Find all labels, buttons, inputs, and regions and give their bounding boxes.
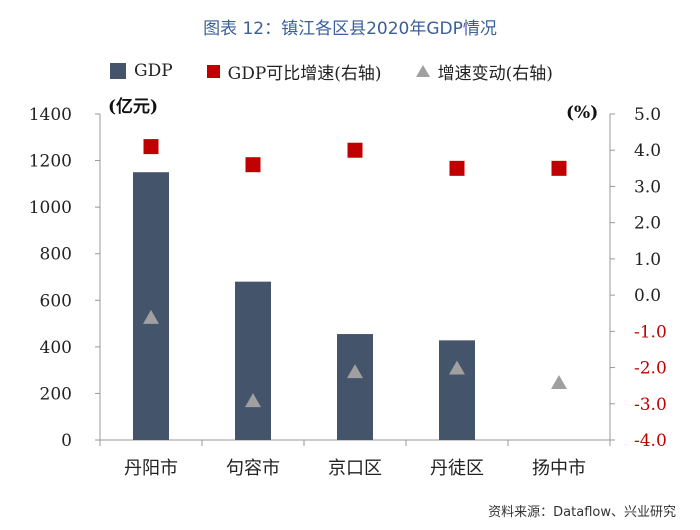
right-tick-label: 0.0 <box>634 286 661 306</box>
gdp-bar <box>337 334 373 440</box>
legend-change: 增速变动(右轴) <box>415 59 553 84</box>
gdp-bar <box>439 340 475 440</box>
change-marker <box>347 364 363 379</box>
source-note: 资料来源：Dataflow、兴业研究 <box>488 505 676 520</box>
right-tick-label: -4.0 <box>634 431 667 451</box>
left-tick-label: 1200 <box>29 152 72 172</box>
chart-title: 图表 12：镇江各区县2020年GDP情况 <box>203 19 497 39</box>
left-tick-label: 400 <box>40 338 72 358</box>
right-tick-label: -3.0 <box>634 395 667 415</box>
growth-marker <box>143 139 159 155</box>
right-tick-label: 1.0 <box>634 250 661 270</box>
change-marker <box>449 360 465 375</box>
legend-growth: GDP可比增速(右轴) <box>206 59 382 84</box>
category-label: 丹阳市 <box>124 458 178 479</box>
right-tick-label: -1.0 <box>634 322 667 342</box>
legend-growth-swatch <box>206 64 220 78</box>
legend-change-swatch <box>415 65 430 77</box>
left-tick-label: 1000 <box>29 198 72 218</box>
legend-gdp-label: GDP <box>134 61 173 81</box>
category-label: 句容市 <box>226 458 280 479</box>
left-tick-label: 200 <box>40 384 72 404</box>
right-tick-label: 5.0 <box>634 105 661 125</box>
left-tick-label: 1400 <box>29 105 72 125</box>
right-tick-label: 4.0 <box>634 141 661 161</box>
right-axis-unit: (%) <box>566 103 598 123</box>
left-tick-label: 800 <box>40 245 72 265</box>
growth-marker <box>449 160 465 176</box>
change-marker <box>245 393 261 408</box>
legend-growth-label: GDP可比增速(右轴) <box>227 63 382 84</box>
growth-marker <box>551 160 567 176</box>
gdp-bar <box>235 281 271 440</box>
left-tick-label: 0 <box>61 431 72 451</box>
category-label: 扬中市 <box>532 458 586 479</box>
growth-marker <box>347 142 363 158</box>
change-marker <box>143 309 159 324</box>
legend-gdp: GDP <box>110 61 173 81</box>
left-axis-unit: (亿元) <box>108 96 158 117</box>
legend-change-label: 增速变动(右轴) <box>437 63 553 84</box>
legend-gdp-swatch <box>110 63 126 79</box>
left-tick-label: 600 <box>40 291 72 311</box>
category-label: 京口区 <box>328 458 382 479</box>
change-marker <box>551 375 567 390</box>
right-tick-label: -2.0 <box>634 359 667 379</box>
category-label: 丹徒区 <box>430 458 484 479</box>
right-tick-label: 2.0 <box>634 214 661 234</box>
gdp-bar <box>133 172 169 440</box>
growth-marker <box>245 157 261 173</box>
right-tick-label: 3.0 <box>634 177 661 197</box>
legend: GDP GDP可比增速(右轴) 增速变动(右轴) <box>110 58 587 84</box>
